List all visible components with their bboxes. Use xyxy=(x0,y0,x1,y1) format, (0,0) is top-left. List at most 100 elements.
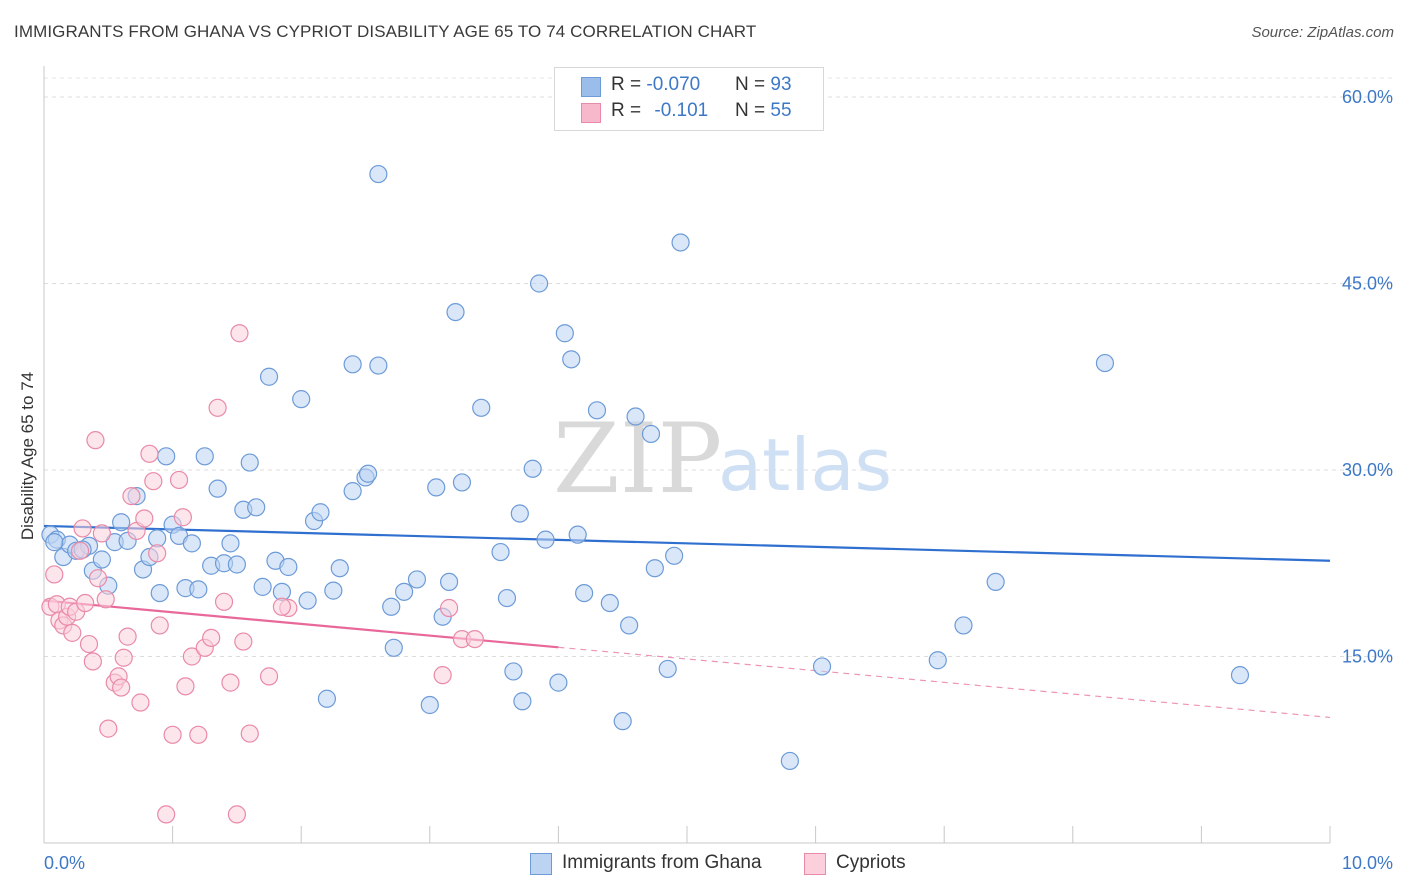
bottom-legend-label-ghana: Immigrants from Ghana xyxy=(562,852,762,873)
ghana-point xyxy=(575,583,594,603)
cypriot-point xyxy=(202,628,221,647)
ghana-point xyxy=(382,597,401,616)
cypriot-point xyxy=(118,627,137,646)
y-tick-label: 60.0% xyxy=(1342,87,1393,107)
legend-swatch-ghana xyxy=(581,77,601,97)
cypriot-point xyxy=(189,725,208,744)
legend-n-prefix: N = xyxy=(735,100,771,121)
ghana-point xyxy=(645,559,664,578)
ghana-point xyxy=(311,503,330,522)
legend-r-value: -0.101 xyxy=(654,100,709,121)
ghana-point xyxy=(665,546,684,565)
trend-line-0 xyxy=(43,524,1331,562)
legend-r-prefix: R = xyxy=(611,100,647,121)
cypriot-point xyxy=(176,677,195,696)
bottom-legend-label-cypriots: Cypriots xyxy=(836,852,906,873)
cypriot-point xyxy=(433,666,452,685)
ghana-point xyxy=(510,504,529,523)
ghana-point xyxy=(259,367,279,386)
cypriot-point xyxy=(86,431,105,450)
ghana-point xyxy=(427,478,446,497)
ghana-point xyxy=(394,582,414,601)
ghana-point xyxy=(523,459,542,478)
ghana-point xyxy=(45,533,64,552)
ghana-point xyxy=(497,588,517,608)
ghana-point xyxy=(317,689,337,708)
ghana-point xyxy=(1230,666,1250,685)
ghana-point xyxy=(530,274,549,293)
ghana-point xyxy=(641,424,661,444)
legend-r-value: -0.070 xyxy=(646,74,701,95)
cypriot-point xyxy=(148,544,167,563)
ghana-point xyxy=(1095,353,1115,373)
cypriot-point xyxy=(122,487,141,506)
cypriot-point xyxy=(173,508,192,527)
legend-n-cypriots: N = 55 xyxy=(735,100,792,122)
correlation-legend: R = -0.070 N = 93 R = -0.101 N = 55 xyxy=(554,67,824,131)
cypriot-point xyxy=(150,616,169,635)
ghana-point xyxy=(195,447,214,466)
legend-r-prefix: R = xyxy=(611,74,647,95)
y-tick-label: 45.0% xyxy=(1342,274,1393,294)
ghana-point xyxy=(343,355,362,374)
cypriot-point xyxy=(140,444,159,463)
ghana-point xyxy=(812,657,832,676)
ghana-point xyxy=(626,407,645,426)
legend-r-cypriots: R = -0.101 xyxy=(611,100,708,122)
legend-n-ghana: N = 93 xyxy=(735,74,792,96)
cypriot-point xyxy=(99,719,118,738)
cypriot-point xyxy=(83,652,102,671)
cypriot-point xyxy=(88,569,108,588)
bottom-legend-swatch-cypriots xyxy=(804,853,826,875)
ghana-point xyxy=(446,302,465,322)
legend-n-value: 55 xyxy=(770,100,792,121)
cypriot-point xyxy=(92,524,111,543)
ghana-point xyxy=(439,572,459,592)
x-tick-label: 0.0% xyxy=(44,853,85,873)
y-tick-label: 15.0% xyxy=(1342,647,1393,667)
cypriot-point xyxy=(227,805,246,824)
ghana-point xyxy=(620,616,639,635)
cypriot-point xyxy=(221,673,240,692)
ghana-point xyxy=(536,530,555,549)
ghana-point xyxy=(253,577,272,596)
ghana-point xyxy=(330,559,349,578)
cypriot-point xyxy=(234,632,253,651)
ghana-point xyxy=(613,712,632,731)
ghana-point xyxy=(324,581,343,600)
legend-r-ghana: R = -0.070 xyxy=(611,74,700,96)
ghana-point xyxy=(658,659,677,679)
ghana-point xyxy=(671,233,690,252)
cypriot-point xyxy=(157,805,176,824)
data-points xyxy=(41,164,1250,824)
ghana-point xyxy=(92,550,111,569)
ghana-point xyxy=(247,498,266,517)
ghana-point xyxy=(562,350,581,369)
ghana-point xyxy=(358,464,378,483)
cypriot-point xyxy=(208,398,227,417)
legend-n-value: 93 xyxy=(770,74,792,95)
ghana-point xyxy=(600,593,619,613)
ghana-point xyxy=(587,401,607,420)
cypriot-point xyxy=(112,678,131,697)
ghana-point xyxy=(221,534,240,553)
ghana-point xyxy=(568,525,587,544)
cypriot-point xyxy=(214,592,234,611)
ghana-point xyxy=(384,638,403,657)
cypriot-point xyxy=(230,324,249,343)
cypriot-point xyxy=(63,623,82,642)
cypriot-point xyxy=(76,593,95,613)
ghana-point xyxy=(157,447,176,466)
ghana-point xyxy=(549,673,568,692)
ghana-point xyxy=(343,482,362,501)
bottom-legend-swatch-ghana xyxy=(530,853,552,875)
cypriot-point xyxy=(135,509,154,528)
ghana-point xyxy=(208,479,227,498)
ghana-point xyxy=(504,662,523,681)
ghana-point xyxy=(780,751,799,771)
cypriot-point xyxy=(182,647,201,666)
cypriot-point xyxy=(45,565,64,584)
y-tick-label: 30.0% xyxy=(1342,460,1393,480)
ghana-point xyxy=(986,572,1005,592)
